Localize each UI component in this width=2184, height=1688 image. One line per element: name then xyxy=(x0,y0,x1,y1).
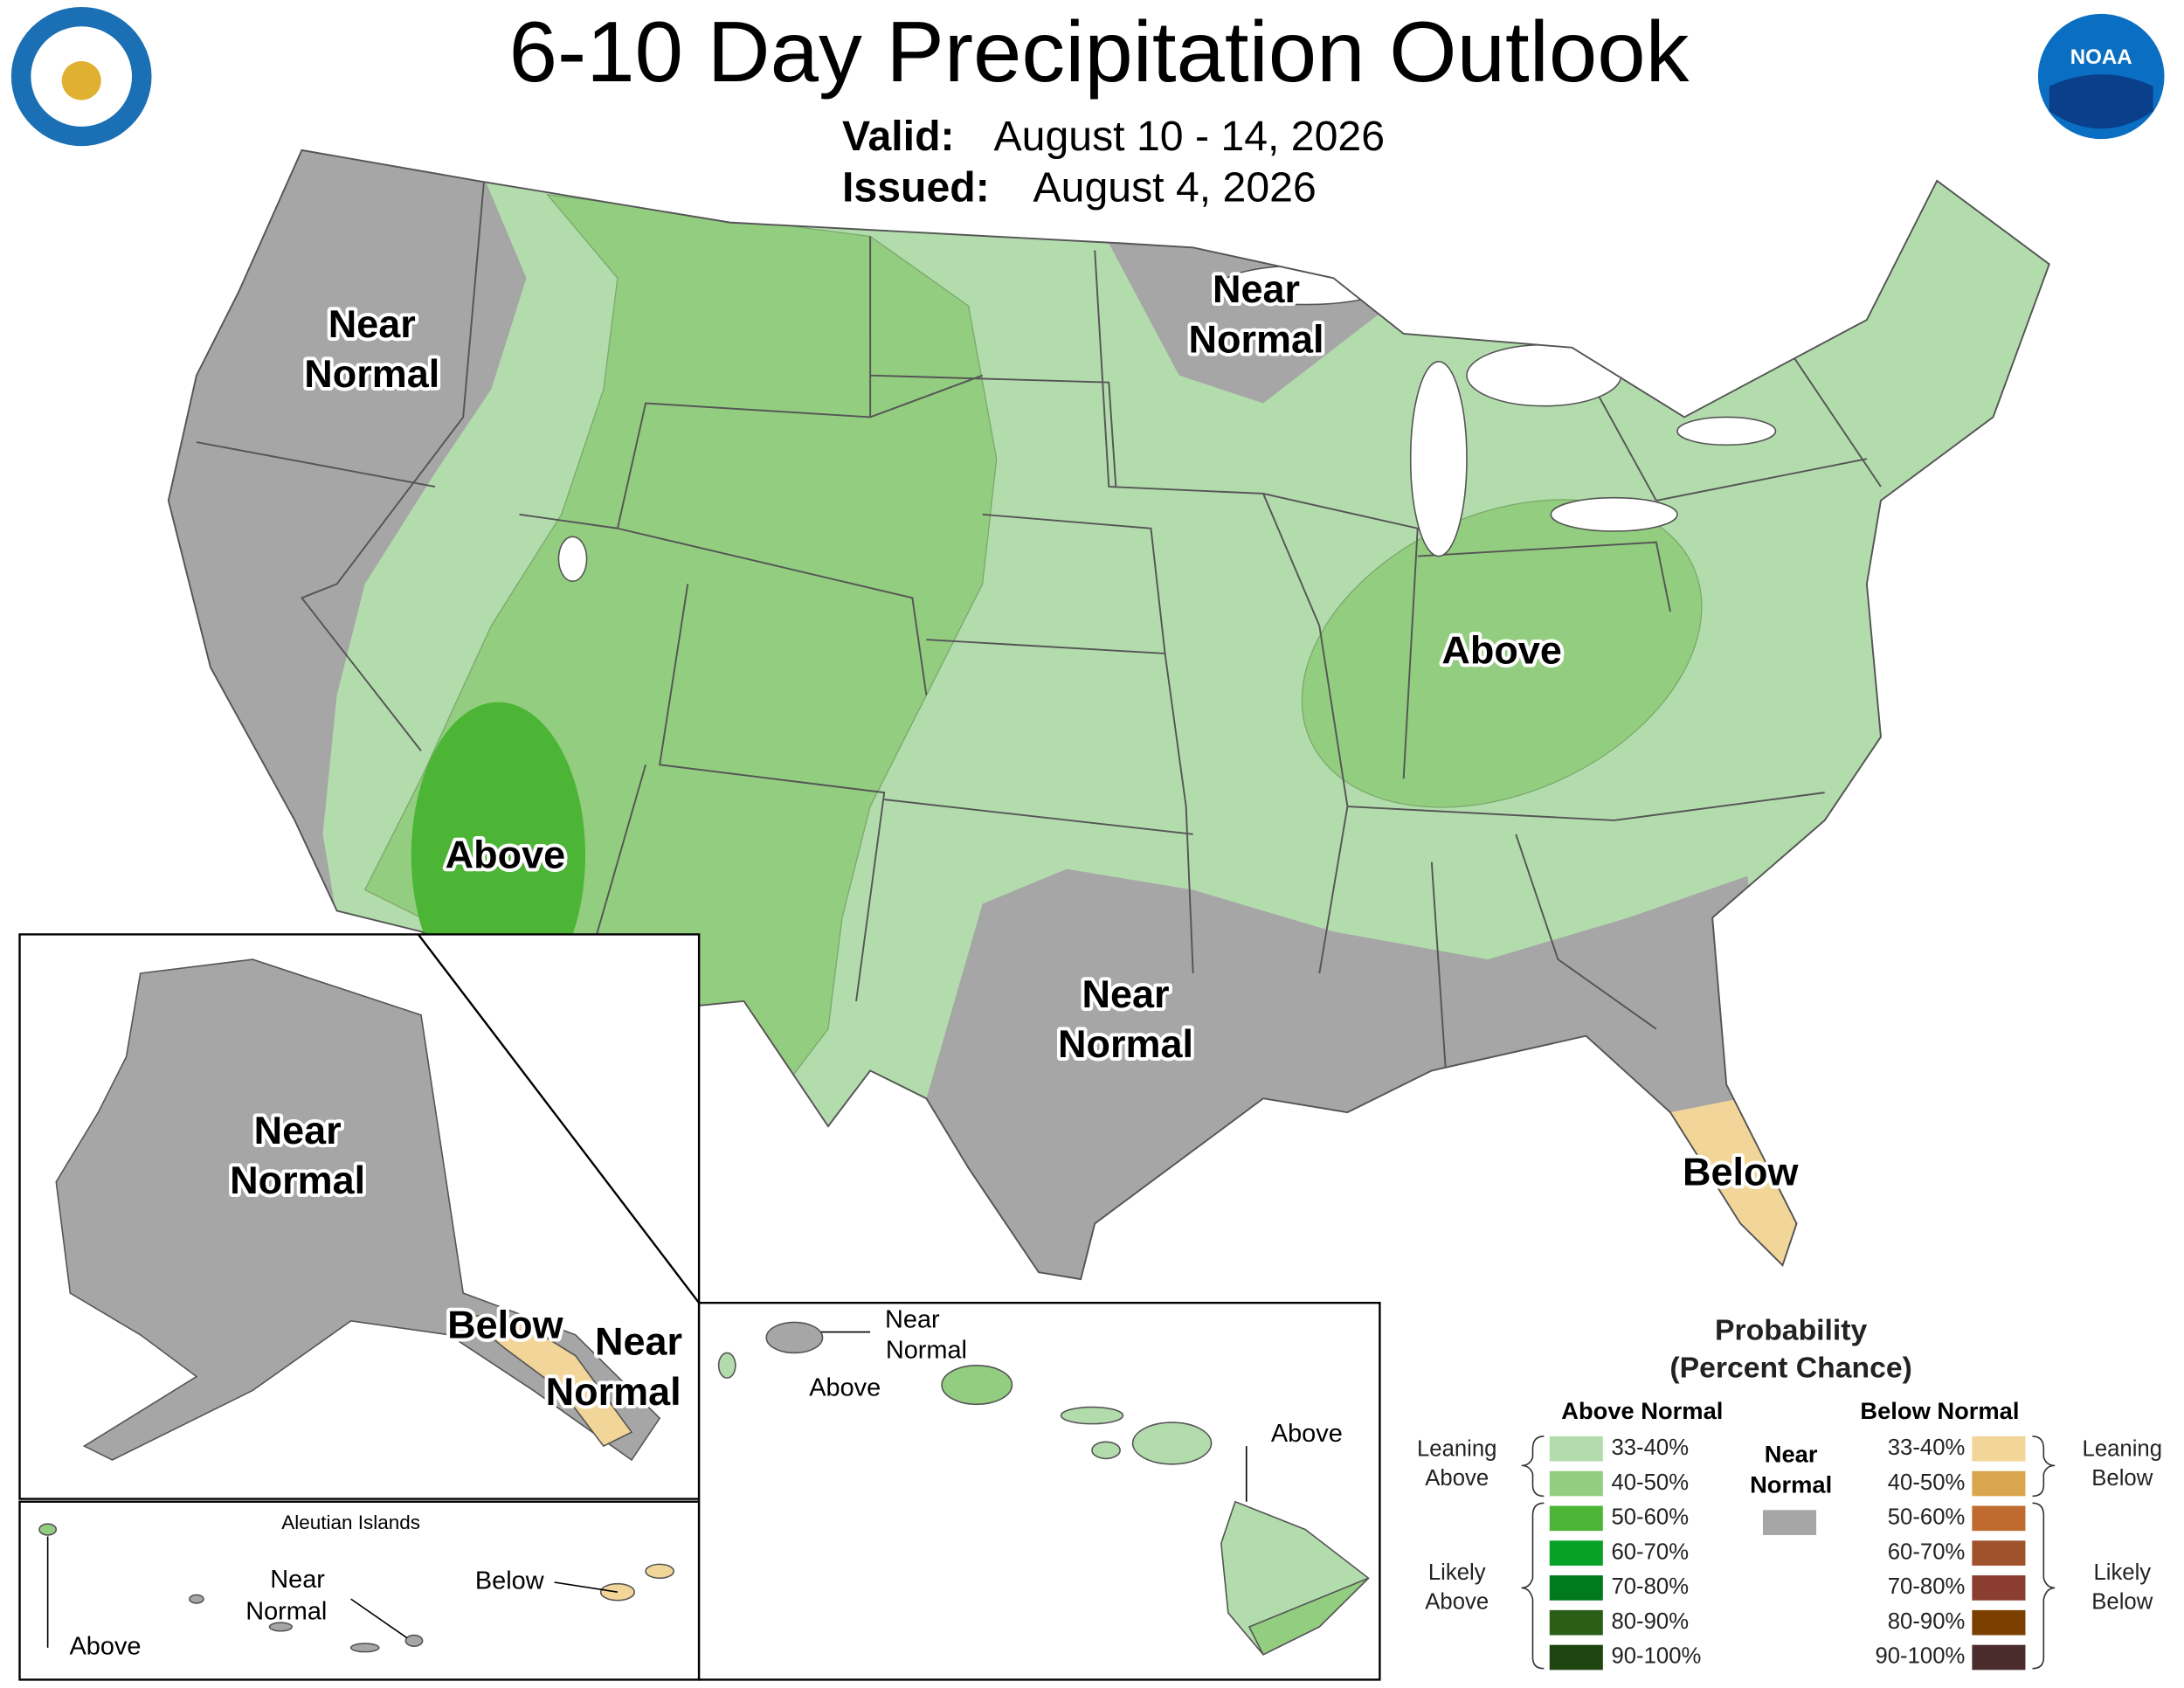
legend-group: Leaning xyxy=(1417,1437,1496,1462)
near-normal-area xyxy=(842,868,1825,1280)
above-50-60-area xyxy=(411,702,585,1008)
legend-range: 50-60% xyxy=(1611,1505,1689,1530)
region-label: Near xyxy=(1082,972,1170,1016)
region-label: Aleutian Islands xyxy=(281,1512,420,1533)
legend-group: Below xyxy=(2091,1466,2153,1491)
legend-swatch xyxy=(1549,1575,1603,1601)
valid-dates: August 10 - 14, 2026 xyxy=(994,114,1385,160)
region-label: Normal xyxy=(1188,317,1324,361)
legend-range: 70-80% xyxy=(1611,1574,1689,1599)
legend-range: 40-50% xyxy=(1888,1470,1966,1495)
legend-swatch xyxy=(1972,1540,2026,1566)
region-label: Below xyxy=(1683,1151,1799,1194)
legend-near: Normal xyxy=(1750,1471,1832,1498)
legend-range: 90-100% xyxy=(1875,1644,1965,1669)
legend-range: 33-40% xyxy=(1888,1435,1966,1460)
legend-swatch xyxy=(1762,1510,1817,1535)
legend-swatch xyxy=(1972,1575,2026,1601)
legend-range: 90-100% xyxy=(1611,1644,1701,1669)
region-labels: NearNormalNearNormalAboveAboveNearNormal… xyxy=(67,264,1802,1663)
commerce-seal xyxy=(10,6,152,147)
legend-group: Above xyxy=(1425,1590,1489,1615)
leader-lines xyxy=(46,1536,619,1648)
legend-swatch xyxy=(1549,1470,1603,1497)
region-label: Near xyxy=(595,1320,682,1364)
region-label: Normal xyxy=(304,352,439,396)
legend-group: Leaning xyxy=(2083,1437,2162,1462)
state-lines xyxy=(196,177,1882,1071)
legend-swatch xyxy=(1972,1435,2026,1462)
legend-range: 60-70% xyxy=(1611,1539,1689,1564)
region-label: Normal xyxy=(1058,1022,1193,1066)
region-label: Above xyxy=(70,1633,142,1661)
legend-brace xyxy=(2032,1435,2056,1670)
legend-group: Likely xyxy=(2093,1560,2151,1585)
region-label: Near xyxy=(254,1109,342,1152)
great-lakes xyxy=(557,265,1777,583)
legend-swatch xyxy=(1549,1609,1603,1636)
hawaii-islands xyxy=(717,1321,1370,1656)
issued-date: August 4, 2026 xyxy=(1033,165,1317,211)
inset-connector xyxy=(417,933,701,1304)
region-label: Near xyxy=(270,1566,325,1594)
region-label: Above xyxy=(1441,629,1561,673)
legend-swatch xyxy=(1972,1470,2026,1497)
legend-swatch xyxy=(1549,1540,1603,1566)
legend-swatch xyxy=(1972,1644,2026,1671)
issued-label: Issued: xyxy=(842,165,990,211)
region-label: Normal xyxy=(245,1598,327,1626)
leader-lines xyxy=(820,1331,1248,1502)
legend-group: Below xyxy=(2091,1590,2153,1615)
legend-range: 70-80% xyxy=(1888,1574,1966,1599)
region-label: Above xyxy=(446,834,565,877)
region-label: Normal xyxy=(546,1370,681,1414)
legend-group: Likely xyxy=(1428,1560,1486,1585)
legend-range: 40-50% xyxy=(1611,1470,1689,1495)
alaska-below-area xyxy=(460,1312,633,1448)
legend-range: 33-40% xyxy=(1611,1435,1689,1460)
legend-header: Above Normal xyxy=(1561,1397,1723,1424)
title: 6-10 Day Precipitation Outlook xyxy=(509,3,1690,100)
region-label: Near xyxy=(1213,267,1300,311)
noaa-logo: NOAA xyxy=(2037,13,2165,140)
legend-swatch xyxy=(1549,1644,1603,1671)
region-label: Near xyxy=(885,1306,940,1334)
legend: Probability (Percent Chance) Above Normal B… xyxy=(1417,1315,2162,1671)
noaa-text: NOAA xyxy=(2070,45,2132,69)
legend-swatch xyxy=(1972,1505,2026,1532)
legend-near: Near xyxy=(1765,1441,1818,1468)
region-label: Below xyxy=(447,1304,563,1347)
below-33-40-area xyxy=(1669,1098,1797,1280)
region-label: Normal xyxy=(886,1337,967,1365)
legend-range: 80-90% xyxy=(1888,1609,1966,1634)
legend-range: 60-70% xyxy=(1888,1539,1966,1564)
legend-header: Below Normal xyxy=(1860,1397,2019,1424)
region-label: Near xyxy=(328,302,416,346)
legend-title: (Percent Chance) xyxy=(1669,1352,1911,1385)
legend-swatch xyxy=(1549,1505,1603,1532)
legend-swatch xyxy=(1549,1435,1603,1462)
region-label: Below xyxy=(475,1567,544,1595)
valid-label: Valid: xyxy=(842,114,955,160)
legend-title: Probability xyxy=(1715,1315,1868,1347)
region-label: Above xyxy=(1271,1420,1343,1448)
legend-range: 50-60% xyxy=(1888,1505,1966,1530)
legend-range: 80-90% xyxy=(1611,1609,1689,1634)
legend-group: Above xyxy=(1425,1466,1489,1491)
region-label: Normal xyxy=(230,1159,365,1202)
legend-brace xyxy=(1521,1435,1545,1670)
region-label: Above xyxy=(809,1374,881,1402)
legend-swatch xyxy=(1972,1609,2026,1636)
